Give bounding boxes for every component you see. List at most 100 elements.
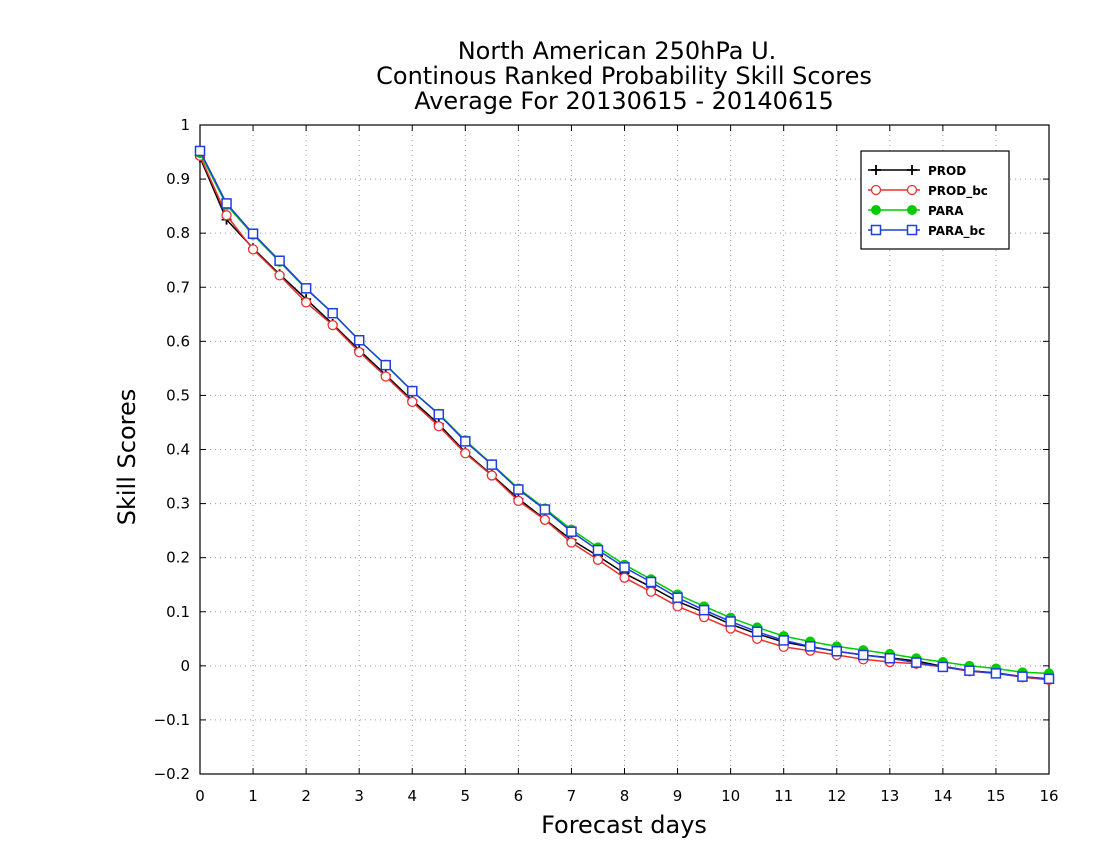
data-point (460, 448, 471, 459)
data-point (725, 616, 736, 627)
legend-label: PARA_bc (928, 224, 985, 239)
data-point (964, 665, 975, 676)
y-tick-label: 0.6 (166, 332, 190, 350)
data-point (221, 210, 232, 221)
data-point (513, 484, 524, 495)
data-point (354, 346, 365, 358)
series-layer (194, 145, 1055, 686)
data-point (247, 228, 259, 239)
y-axis-label: Skill Scores (113, 389, 141, 526)
data-point (486, 470, 497, 481)
data-point (906, 184, 918, 196)
data-point (433, 409, 445, 420)
x-tick-label: 16 (1039, 787, 1058, 805)
data-point (592, 554, 604, 565)
data-point (778, 635, 789, 646)
data-point (407, 385, 418, 397)
data-point (831, 645, 842, 657)
data-point (300, 283, 312, 294)
y-tick-label: 0.4 (166, 441, 190, 459)
data-point (645, 576, 657, 588)
data-point (619, 562, 630, 573)
data-point (407, 396, 418, 408)
title-line-3: Average For 20130615 - 20140615 (414, 87, 834, 115)
data-point (858, 649, 869, 661)
x-tick-label: 1 (248, 787, 258, 805)
data-point (221, 198, 232, 209)
data-point (871, 165, 881, 175)
data-point (698, 604, 710, 616)
y-tick-label: 0.7 (166, 278, 190, 296)
title-line-1: North American 250hPa U. (458, 37, 777, 65)
data-point (274, 270, 285, 281)
x-tick-label: 13 (880, 787, 899, 805)
data-point (672, 601, 683, 612)
x-tick-label: 7 (567, 787, 577, 805)
legend-items: PROD PROD_bc PARA PARA_bc (868, 164, 988, 239)
data-point (1043, 673, 1055, 685)
legend-item-prod-bc: PROD_bc (868, 184, 988, 199)
x-tick-label: 10 (721, 787, 740, 805)
data-point (539, 514, 551, 525)
data-point (871, 205, 881, 215)
data-point (513, 495, 524, 507)
data-point (907, 205, 917, 215)
legend: PROD PROD_bc PARA PARA_bc (860, 150, 1010, 250)
legend-label: PROD_bc (928, 184, 988, 199)
data-point (870, 224, 882, 236)
data-point (884, 653, 896, 664)
y-tick-label: −0.2 (154, 765, 190, 783)
y-tick-label: 0.9 (166, 170, 190, 188)
x-tick-label: 15 (986, 787, 1005, 805)
data-point (990, 668, 1002, 679)
data-point (300, 297, 312, 308)
x-tick-label: 4 (407, 787, 417, 805)
chart-title: North American 250hPa U. Continous Ranke… (376, 37, 872, 115)
data-point (327, 307, 338, 319)
x-tick-label: 6 (514, 787, 524, 805)
data-point (911, 657, 922, 668)
data-point (194, 145, 206, 157)
data-point (486, 459, 498, 470)
x-axis-label: Forecast days (541, 811, 707, 839)
x-tick-label: 8 (620, 787, 630, 805)
legend-label: PROD (928, 164, 966, 178)
data-point (907, 165, 917, 175)
data-point (592, 544, 604, 556)
axis-ticks: 0 1 2 3 4 5 6 7 8 9 10 11 12 13 14 15 16−0.2−0.100.10.20… (154, 116, 1059, 805)
data-point (380, 371, 391, 382)
data-point (327, 319, 338, 331)
data-point (906, 224, 918, 236)
legend-item-para-bc: PARA_bc (868, 224, 985, 239)
data-point (1017, 671, 1028, 682)
x-tick-label: 0 (195, 787, 205, 805)
y-tick-label: 0 (180, 657, 190, 675)
data-point (274, 255, 285, 266)
y-tick-label: 0.1 (166, 603, 190, 621)
data-point (380, 359, 391, 371)
data-point (539, 504, 551, 515)
data-point (645, 586, 657, 597)
data-point (804, 641, 816, 652)
legend-item-para: PARA (868, 204, 964, 218)
data-point (353, 335, 365, 346)
data-point (433, 421, 444, 432)
data-point (619, 572, 630, 583)
y-tick-label: 0.3 (166, 495, 190, 513)
x-tick-label: 3 (354, 787, 364, 805)
y-tick-label: 0.8 (166, 224, 190, 242)
data-point (937, 661, 949, 673)
title-line-2: Continous Ranked Probability Skill Score… (376, 62, 872, 90)
y-tick-label: 1 (180, 116, 190, 134)
x-tick-label: 14 (933, 787, 952, 805)
x-tick-label: 5 (461, 787, 471, 805)
legend-item-prod: PROD (868, 164, 966, 178)
data-point (247, 244, 259, 255)
y-tick-label: 0.5 (166, 386, 190, 404)
data-point (566, 537, 577, 548)
x-tick-label: 9 (673, 787, 683, 805)
x-tick-label: 11 (774, 787, 793, 805)
legend-box (860, 150, 1010, 250)
data-point (460, 436, 471, 447)
